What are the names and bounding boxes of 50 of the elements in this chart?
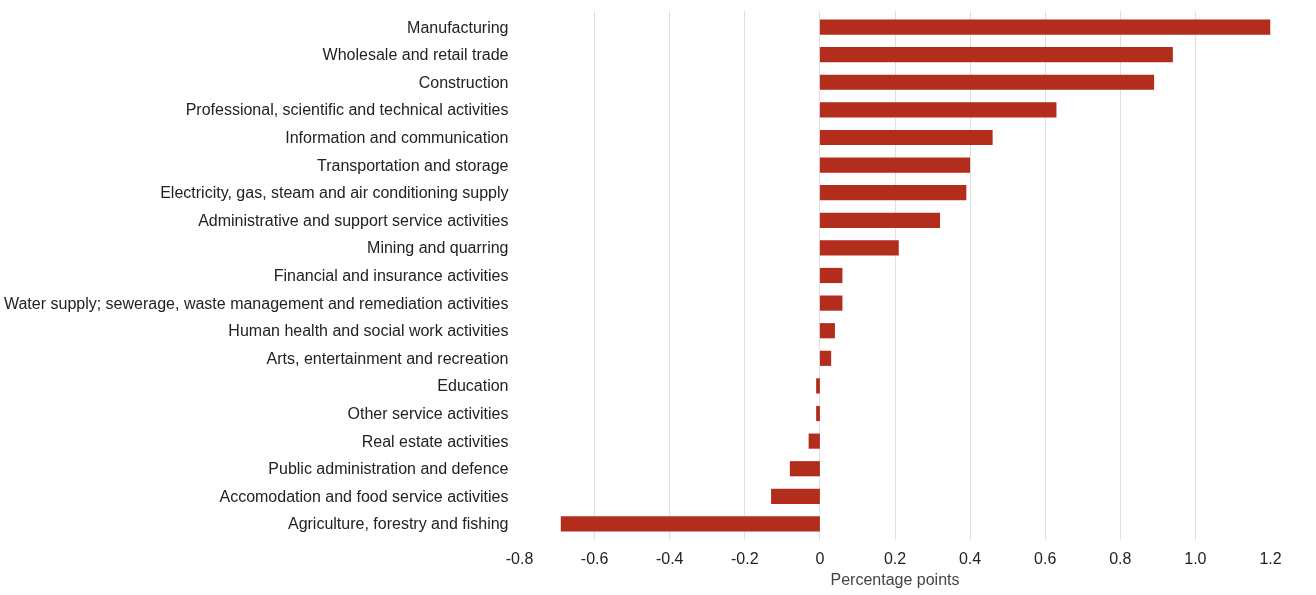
bar [560,516,820,532]
x-tick-label: 0.8 [1109,549,1132,567]
y-tick-label: Real estate activities [361,432,509,450]
x-tick-label: -0.4 [655,549,684,567]
y-tick-label: Professional, scientific and technical activities [185,101,509,119]
bar [819,267,843,284]
y-tick-label: Administrative and support service activities [198,211,509,229]
y-tick-label: Wholesale and retail trade [322,46,509,64]
bar [819,295,843,311]
bar [819,47,1173,63]
x-axis-title: Percentage points [830,570,960,588]
x-tick-label: 0.4 [958,549,982,567]
y-tick-label: Human health and social work activities [228,322,509,340]
x-tick-label: -0.6 [580,549,609,567]
y-tick-label: Education [437,377,509,395]
bar [819,185,967,201]
y-tick-label: Electricity, gas, steam and air conditioning supply [160,184,509,202]
y-tick-label: Water supply; sewerage, waste management and remediation activities [3,294,509,312]
bar [819,323,835,339]
y-tick-label: Information and communication [285,128,509,146]
x-tick-label: 0.6 [1034,549,1057,567]
bar [816,405,820,422]
bar [816,378,820,394]
x-tick-label: 1.0 [1184,549,1207,567]
y-tick-label: Arts, entertainment and recreation [266,349,509,367]
y-tick-label: Financial and insurance activities [273,267,509,284]
y-tick-label: Manufacturing [407,18,509,36]
x-tick-label: 1.2 [1259,549,1282,567]
bar [819,19,1271,35]
bar [808,433,820,449]
bar [819,102,1057,118]
x-tick-label: 0 [815,549,825,567]
y-tick-label: Agriculture, forestry and fishing [287,515,509,533]
bar [789,461,820,477]
bar [819,129,993,146]
y-tick-label: Accomodation and food service activities [219,487,509,505]
y-tick-label: Public administration and defence [268,460,509,478]
x-tick-label: 0.2 [883,549,907,567]
bar [819,240,899,256]
y-tick-label: Other service activities [347,405,509,423]
bar [819,350,832,366]
y-tick-label: Mining and quarring [367,239,509,257]
x-tick-label: -0.2 [731,549,759,567]
y-tick-label: Construction [418,73,509,91]
x-tick-label: -0.8 [505,549,534,567]
bar [819,212,941,228]
y-tick-label: Transportation and storage [316,156,509,174]
bar [771,488,820,504]
bar [819,157,971,173]
bar [819,74,1155,90]
